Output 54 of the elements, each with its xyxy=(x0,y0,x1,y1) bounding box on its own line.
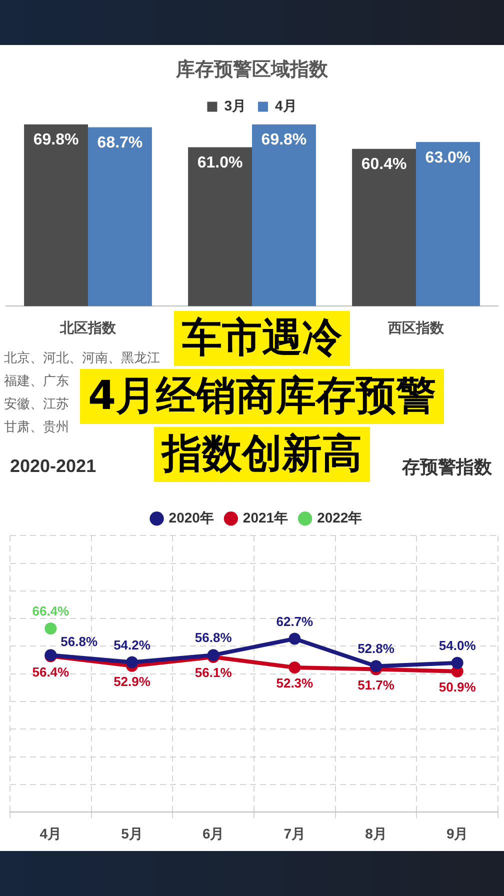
text: 安徽、江苏 xyxy=(4,396,69,412)
data-label: 61.0% xyxy=(197,154,243,172)
x-tick-label: 西区指数 xyxy=(387,319,445,336)
point xyxy=(288,662,301,674)
x-tick-label: 4月 xyxy=(40,825,62,842)
data-label: 66.4% xyxy=(32,604,70,619)
data-label: 56.8% xyxy=(60,634,98,650)
x-tick-label: 5月 xyxy=(121,825,143,842)
chart-title: 2020-2021 xyxy=(10,456,96,476)
point xyxy=(370,660,382,672)
x-tick-label: 7月 xyxy=(284,825,306,842)
data-label: 56.1% xyxy=(194,665,232,680)
data-label: 52.9% xyxy=(114,674,151,689)
data-label: 56.8% xyxy=(194,630,232,646)
data-label: 54.0% xyxy=(438,638,476,653)
legend-label: 4月 xyxy=(275,98,297,114)
data-label: 52.3% xyxy=(276,676,314,691)
text: 福建、广东 xyxy=(4,373,69,389)
legend-label: 2021年 xyxy=(242,509,288,526)
data-label: 68.7% xyxy=(97,134,143,152)
data-label: 62.7% xyxy=(276,614,314,629)
bar xyxy=(24,124,88,306)
legend-label: 3月 xyxy=(224,98,246,114)
point xyxy=(126,656,138,668)
x-tick-label: 8月 xyxy=(365,825,387,842)
x-tick-label: 6月 xyxy=(202,825,224,842)
text: 甘肃、贵州 xyxy=(4,419,69,435)
point xyxy=(451,656,464,669)
text: 指数创新高 xyxy=(154,427,370,482)
bar xyxy=(416,142,480,306)
data-label: 52.8% xyxy=(358,641,395,656)
data-label: 69.8% xyxy=(33,132,79,149)
data-label: 69.8% xyxy=(261,132,307,149)
data-label: 51.7% xyxy=(358,677,395,692)
data-label: 54.2% xyxy=(114,637,151,652)
text: 北京、河北、河南、黑龙江 xyxy=(4,350,160,366)
bar xyxy=(352,148,416,306)
data-label: 56.4% xyxy=(32,664,70,680)
x-tick-label: 北区指数 xyxy=(59,319,117,336)
chart-title: 库存预警区域指数 xyxy=(175,58,329,81)
point xyxy=(288,632,301,645)
legend-label: 2022年 xyxy=(317,509,362,526)
data-label: 63.0% xyxy=(425,149,471,166)
legend-label: 2020年 xyxy=(168,509,214,526)
bar xyxy=(188,147,252,306)
point xyxy=(44,622,57,635)
bar xyxy=(252,124,316,306)
text: 存预警指数 xyxy=(402,456,492,478)
text: 4月经销商库存预警 xyxy=(80,369,444,424)
x-tick-label: 9月 xyxy=(446,825,468,842)
data-label: 50.9% xyxy=(438,679,476,694)
bar xyxy=(88,127,152,306)
text: 车市遇冷 xyxy=(174,311,350,366)
data-label: 60.4% xyxy=(361,156,407,174)
